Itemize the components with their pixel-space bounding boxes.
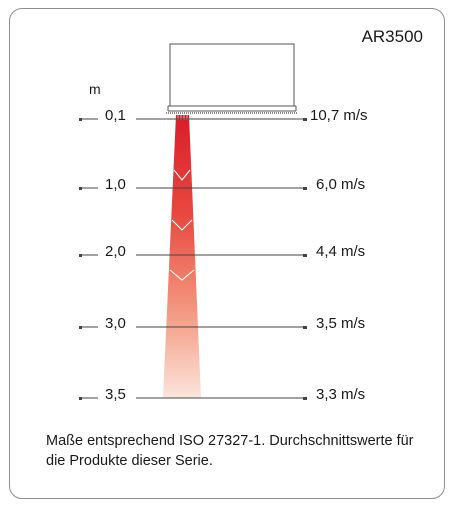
measurement-row [79, 187, 307, 190]
distance-label: 1,0 [105, 176, 126, 193]
row-left-tick [79, 118, 82, 121]
velocity-label: 4,4 m/s [316, 243, 366, 260]
row-left-tick [79, 254, 82, 257]
velocity-label: 3,5 m/s [316, 315, 366, 332]
measurement-row [79, 326, 307, 329]
distance-label: 3,0 [105, 315, 126, 332]
measurement-lines [79, 118, 307, 400]
diagram-card [9, 8, 445, 499]
distance-label: 0,1 [105, 107, 126, 124]
airflow-stream [163, 114, 201, 398]
measurement-row [79, 397, 307, 400]
row-right-tick [303, 326, 307, 329]
distance-label: 3,5 [105, 386, 126, 403]
measurement-row [79, 254, 307, 257]
air-curtain-unit [166, 43, 298, 114]
distance-label: 2,0 [105, 243, 126, 260]
row-right-tick [303, 118, 307, 121]
row-right-tick [303, 397, 307, 400]
measurement-row [79, 118, 307, 121]
row-right-tick [303, 187, 307, 190]
velocity-label: 6,0 m/s [316, 176, 366, 193]
row-right-tick [303, 254, 307, 257]
velocity-label: 10,7 m/s [310, 107, 368, 124]
row-left-tick [79, 187, 82, 190]
velocity-label: 3,3 m/s [316, 386, 366, 403]
distance-unit-label: m [89, 81, 101, 97]
row-left-tick [79, 326, 82, 329]
row-left-tick [79, 397, 82, 400]
caption-text: Maße entsprechend ISO 27327-1. Durchschn… [46, 433, 414, 469]
model-name: AR3500 [361, 27, 423, 46]
